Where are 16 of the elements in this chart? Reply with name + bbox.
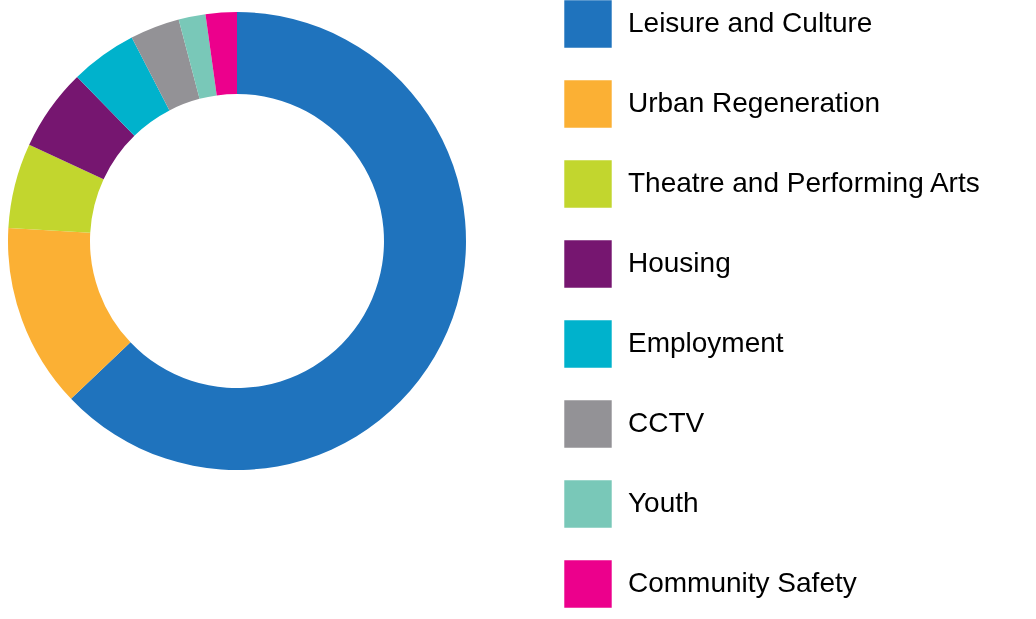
donut-slice (29, 77, 135, 180)
legend-label: Youth (628, 487, 699, 518)
legend-label: Urban Regeneration (628, 87, 881, 118)
donut-slice (77, 37, 170, 136)
donut-slice (71, 12, 466, 470)
legend-label: CCTV (628, 407, 705, 438)
donut-slice (8, 228, 131, 399)
legend-label: Housing (628, 247, 731, 278)
legend-label: Employment (628, 327, 784, 358)
donut-slice (131, 19, 200, 111)
donut-slice (178, 14, 217, 99)
legend-label: Theatre and Performing Arts (628, 167, 980, 198)
donut-slice (8, 144, 104, 233)
legend-label: Leisure and Culture (628, 7, 873, 38)
donut-slice (205, 12, 237, 96)
legend-label: Community Safety (628, 567, 857, 598)
